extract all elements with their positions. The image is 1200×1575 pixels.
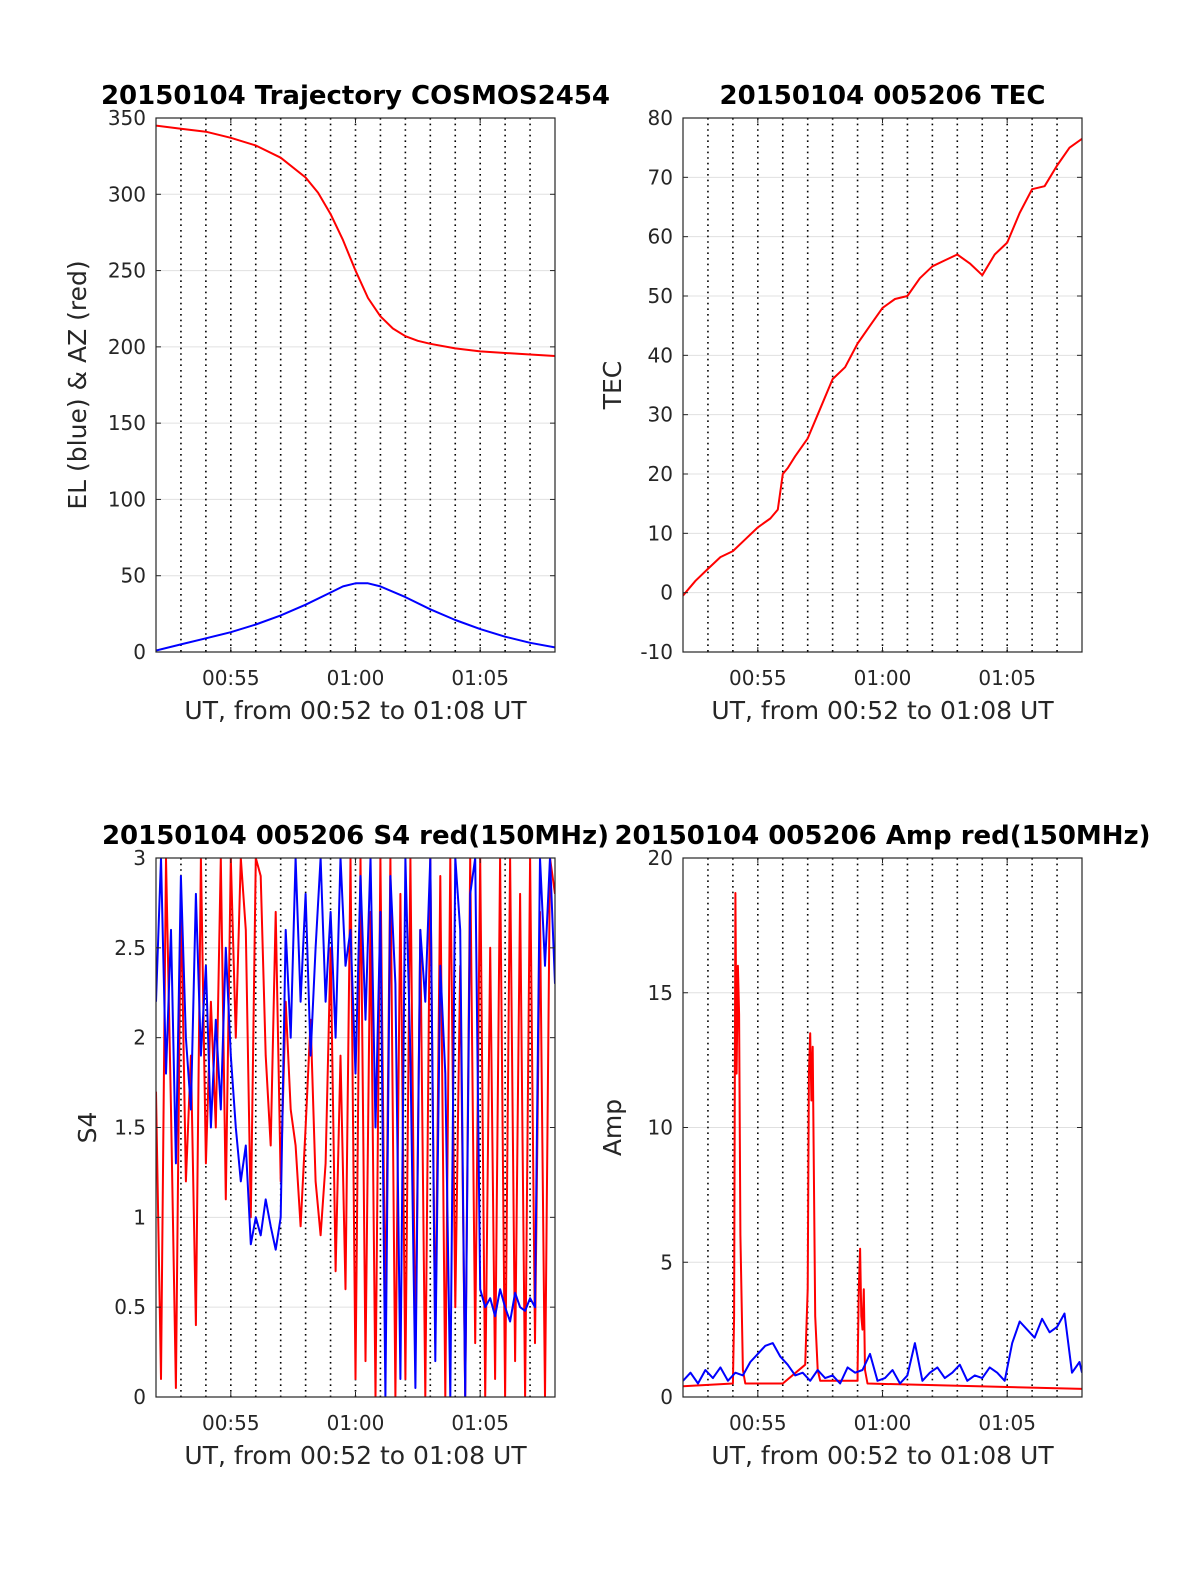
y-tick-label: 150 [108, 411, 146, 435]
x-tick-label: 01:05 [978, 666, 1036, 690]
series-line-red [156, 124, 555, 357]
x-tick-label: 01:00 [854, 1411, 912, 1435]
y-tick-label: 100 [108, 487, 146, 511]
y-tick-label: 15 [648, 981, 673, 1005]
y-tick-label: 3 [133, 846, 146, 870]
y-axis-label: EL (blue) & AZ (red) [63, 260, 92, 509]
y-tick-label: 0 [133, 640, 146, 664]
y-axis-label: S4 [73, 1112, 102, 1144]
y-tick-label: 70 [648, 165, 673, 189]
series-line-blue [156, 582, 555, 652]
x-tick-label: 00:55 [729, 666, 787, 690]
chart-title: 20150104 005206 Amp red(150MHz) [614, 821, 1150, 851]
y-tick-label: 0.5 [114, 1295, 146, 1319]
y-axis-label: TEC [598, 361, 627, 411]
y-tick-label: 300 [108, 182, 146, 206]
y-tick-label: 2.5 [114, 936, 146, 960]
series-line-red [683, 137, 1082, 597]
y-tick-label: 0 [660, 581, 673, 605]
y-tick-label: 0 [660, 1385, 673, 1409]
y-tick-label: 10 [648, 1116, 673, 1140]
y-axis-label: Amp [598, 1099, 627, 1156]
x-axis-label: UT, from 00:52 to 01:08 UT [184, 696, 527, 725]
y-tick-label: 30 [648, 403, 673, 427]
series-line-blue [156, 858, 555, 1397]
series-line-red [683, 892, 1082, 1390]
y-tick-label: 1 [133, 1205, 146, 1229]
y-tick-label: 250 [108, 259, 146, 283]
chart-title: 20150104 005206 TEC [720, 81, 1046, 111]
plot-area [156, 118, 555, 652]
x-tick-label: 01:05 [451, 1411, 509, 1435]
x-tick-label: 01:05 [451, 666, 509, 690]
x-axis-label: UT, from 00:52 to 01:08 UT [711, 1441, 1054, 1470]
x-axis-label: UT, from 00:52 to 01:08 UT [184, 1441, 527, 1470]
y-tick-label: 0 [133, 1385, 146, 1409]
x-tick-label: 01:00 [327, 666, 385, 690]
x-tick-label: 01:00 [854, 666, 912, 690]
chart-title: 20150104 Trajectory COSMOS2454 [101, 81, 610, 111]
x-axis-label: UT, from 00:52 to 01:08 UT [711, 696, 1054, 725]
x-tick-label: 00:55 [729, 1411, 787, 1435]
y-tick-label: 50 [121, 564, 146, 588]
chart-title: 20150104 005206 S4 red(150MHz) [102, 821, 609, 851]
y-tick-label: -10 [640, 640, 673, 664]
x-tick-label: 01:05 [978, 1411, 1036, 1435]
subplot-amp: 0 5 10 15 20 00:55 01:00 01:05 UT, from 00:52 to… [598, 821, 1151, 1470]
x-tick-label: 01:00 [327, 1411, 385, 1435]
y-tick-label: 60 [648, 225, 673, 249]
y-tick-label: 50 [648, 284, 673, 308]
y-tick-label: 5 [660, 1250, 673, 1274]
subplot-tec: -10 0 10 20 30 40 50 60 70 80 00:55 01:00 01:05 UT, f… [598, 81, 1083, 725]
x-tick-label: 00:55 [202, 1411, 260, 1435]
subplot-s4: 0 0.5 1 1.5 2 2.5 3 00:55 01:00 01:05 UT, from 00:… [73, 821, 609, 1470]
y-tick-label: 200 [108, 335, 146, 359]
y-tick-label: 20 [648, 846, 673, 870]
y-tick-label: 1.5 [114, 1116, 146, 1140]
y-tick-label: 350 [108, 106, 146, 130]
subplot-trajectory: 0 50 100 150 200 250 300 350 00:55 01:00 01:05 UT, … [63, 81, 610, 725]
plot-area [683, 118, 1082, 652]
y-tick-label: 80 [648, 106, 673, 130]
series-line-blue [683, 1312, 1082, 1385]
y-tick-label: 10 [648, 521, 673, 545]
y-tick-label: 2 [133, 1026, 146, 1050]
x-tick-label: 00:55 [202, 666, 260, 690]
y-tick-label: 40 [648, 343, 673, 367]
series-line-red [156, 858, 555, 1397]
y-tick-label: 20 [648, 462, 673, 486]
